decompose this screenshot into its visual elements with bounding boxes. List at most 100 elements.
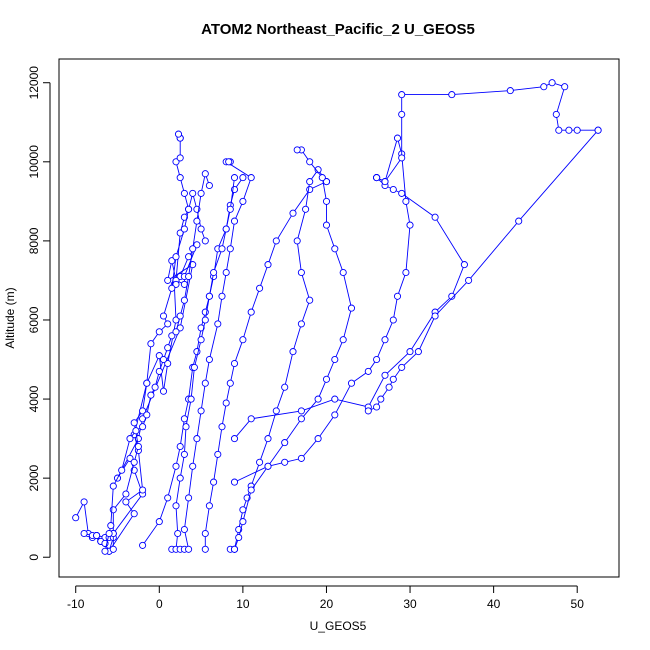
data-point bbox=[314, 435, 322, 443]
data-point bbox=[373, 174, 381, 182]
data-point bbox=[364, 407, 372, 415]
x-tick-label: -10 bbox=[67, 597, 85, 611]
data-point bbox=[281, 458, 289, 466]
data-point bbox=[130, 510, 138, 518]
data-point bbox=[172, 462, 180, 470]
data-point bbox=[306, 158, 314, 166]
data-point bbox=[289, 348, 297, 356]
data-point bbox=[72, 514, 80, 522]
data-point bbox=[130, 419, 138, 427]
data-point bbox=[193, 435, 201, 443]
data-point bbox=[389, 375, 397, 383]
data-point bbox=[164, 494, 172, 502]
data-point bbox=[289, 209, 297, 217]
data-point bbox=[448, 91, 456, 99]
data-point bbox=[264, 261, 272, 269]
data-point bbox=[214, 450, 222, 458]
data-point bbox=[293, 237, 301, 245]
series-line bbox=[142, 177, 244, 546]
y-tick-label: 0 bbox=[27, 554, 41, 561]
x-tick-label: 20 bbox=[320, 597, 334, 611]
data-point bbox=[201, 170, 209, 178]
data-point bbox=[109, 482, 117, 490]
data-point bbox=[218, 423, 226, 431]
data-point bbox=[565, 126, 573, 134]
data-point bbox=[147, 391, 155, 399]
data-point bbox=[205, 355, 213, 364]
series-10 bbox=[230, 146, 356, 553]
data-point bbox=[151, 383, 159, 391]
data-point bbox=[176, 174, 184, 182]
data-point bbox=[381, 371, 389, 379]
data-point bbox=[189, 245, 197, 253]
data-point bbox=[306, 178, 314, 186]
data-point bbox=[201, 529, 209, 538]
data-point bbox=[155, 367, 163, 375]
series-2 bbox=[80, 241, 201, 555]
data-point bbox=[465, 276, 473, 284]
series-line bbox=[204, 181, 327, 550]
data-point bbox=[93, 531, 101, 540]
data-point bbox=[176, 312, 184, 320]
data-point bbox=[393, 134, 402, 142]
data-point bbox=[168, 332, 176, 340]
data-point bbox=[293, 146, 301, 154]
data-point bbox=[180, 415, 188, 423]
data-point bbox=[210, 268, 218, 277]
series-12 bbox=[230, 79, 602, 443]
data-point bbox=[159, 355, 168, 364]
data-point bbox=[393, 292, 402, 300]
data-point bbox=[139, 541, 147, 549]
data-point bbox=[164, 344, 172, 352]
y-tick-label: 10000 bbox=[27, 145, 41, 179]
data-point bbox=[230, 435, 239, 443]
series-line bbox=[234, 136, 411, 483]
series-line bbox=[180, 161, 252, 550]
data-point bbox=[389, 316, 397, 324]
data-point bbox=[414, 348, 422, 356]
data-point bbox=[201, 237, 209, 245]
data-point bbox=[381, 336, 389, 344]
data-point bbox=[431, 213, 439, 221]
data-point bbox=[201, 545, 209, 553]
data-point bbox=[239, 518, 247, 526]
data-point bbox=[193, 217, 201, 225]
data-point bbox=[210, 478, 218, 486]
data-point bbox=[272, 407, 280, 415]
series-7 bbox=[176, 158, 255, 553]
data-point bbox=[389, 185, 397, 194]
data-point bbox=[281, 439, 289, 447]
data-point bbox=[155, 518, 163, 526]
data-point bbox=[230, 217, 239, 225]
series-5 bbox=[139, 174, 247, 549]
data-point bbox=[247, 174, 255, 182]
series-line bbox=[230, 168, 327, 550]
data-point bbox=[515, 217, 523, 225]
series-6 bbox=[168, 174, 239, 553]
data-point bbox=[256, 284, 264, 292]
data-point bbox=[281, 383, 289, 391]
x-axis-label: U_GEOS5 bbox=[310, 619, 367, 633]
data-point bbox=[297, 407, 305, 415]
data-point bbox=[594, 126, 602, 134]
data-point bbox=[506, 87, 514, 95]
data-point bbox=[264, 435, 272, 443]
data-point bbox=[402, 197, 410, 205]
data-point bbox=[398, 110, 406, 118]
data-point bbox=[540, 83, 548, 91]
data-point bbox=[377, 395, 385, 403]
data-point bbox=[573, 126, 581, 134]
data-point bbox=[80, 529, 88, 538]
data-point bbox=[339, 268, 347, 277]
data-point bbox=[247, 308, 255, 316]
data-point bbox=[130, 458, 138, 466]
data-point bbox=[230, 174, 239, 182]
series-1 bbox=[72, 130, 197, 547]
x-tick-label: 0 bbox=[156, 597, 163, 611]
data-point bbox=[373, 355, 381, 364]
data-point bbox=[385, 383, 393, 391]
data-point bbox=[381, 178, 389, 186]
y-tick-label: 12000 bbox=[27, 66, 41, 100]
data-point bbox=[398, 91, 406, 99]
